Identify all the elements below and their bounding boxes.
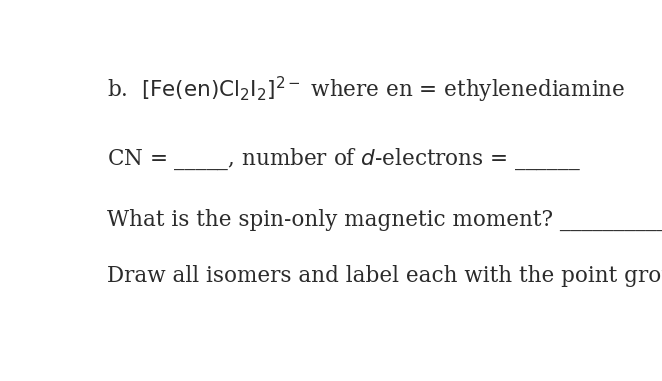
Text: CN = _____, number of $d$-electrons = ______: CN = _____, number of $d$-electrons = __…: [107, 146, 581, 172]
Text: Draw all isomers and label each with the point group.: Draw all isomers and label each with the…: [107, 265, 662, 287]
Text: What is the spin-only magnetic moment? ____________: What is the spin-only magnetic moment? _…: [107, 209, 662, 231]
Text: b.  $\mathrm{[Fe(en)Cl_2I_2]^{2-}}$ where en = ethylenediamine: b. $\mathrm{[Fe(en)Cl_2I_2]^{2-}}$ where…: [107, 75, 626, 105]
